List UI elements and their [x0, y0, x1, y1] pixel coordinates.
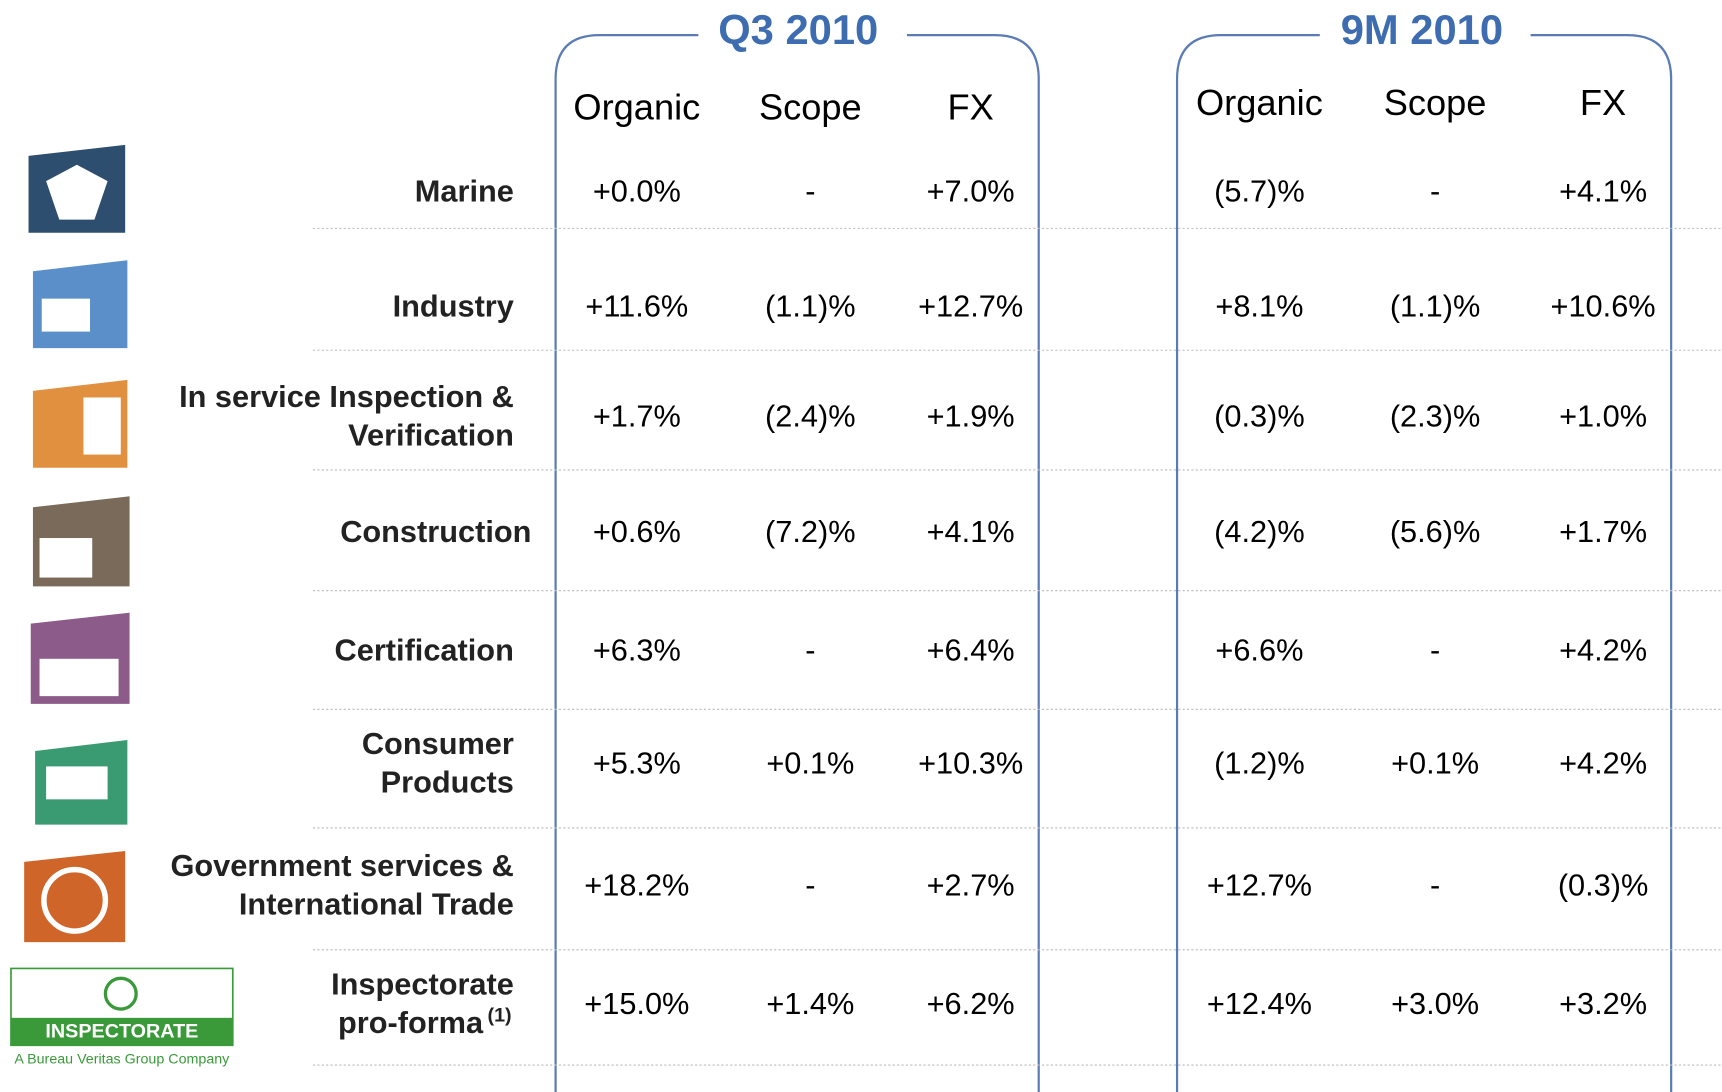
cell-value: +18.2% [584, 867, 689, 902]
cell-value: - [805, 632, 815, 667]
cert-glyph [39, 658, 119, 697]
cell-value: +5.3% [593, 745, 681, 780]
cell-value: +0.0% [593, 173, 681, 208]
cell-value: +8.1% [1215, 289, 1303, 324]
cell-value: +4.1% [1559, 173, 1647, 208]
crane-glyph [39, 538, 93, 578]
cell-value: +3.2% [1559, 986, 1647, 1021]
row-label: Construction [340, 514, 531, 549]
row-label: Products [381, 765, 514, 800]
cell-value: +1.4% [766, 986, 854, 1021]
content: INSPECTORATE A Bureau Veritas Group Comp… [10, 6, 1722, 1092]
row-label: Marine [415, 173, 514, 208]
cell-value: (5.6)% [1390, 514, 1481, 549]
cell-value: - [805, 173, 815, 208]
cell-value: +12.7% [1207, 867, 1312, 902]
cell-value: - [1430, 173, 1440, 208]
ship-glyph [46, 164, 108, 220]
column-header: FX [947, 86, 993, 127]
cell-value: +4.2% [1559, 745, 1647, 780]
cell-value: +1.7% [593, 398, 681, 433]
logo-band [10, 1017, 233, 1046]
cell-value: (0.3)% [1558, 867, 1649, 902]
cell-value: (5.7)% [1214, 173, 1305, 208]
row-label: pro-forma [338, 1005, 484, 1040]
cell-value: - [1430, 867, 1440, 902]
cell-value: (7.2)% [765, 514, 856, 549]
icons [24, 144, 130, 943]
cell-value: +10.3% [918, 745, 1023, 780]
cell-value: (4.2)% [1214, 514, 1305, 549]
building-glyph [83, 397, 121, 455]
cell-value: +0.6% [593, 514, 681, 549]
cell-value: +12.4% [1207, 986, 1312, 1021]
cell-value: +10.6% [1551, 289, 1656, 324]
row-label: Consumer [362, 726, 514, 761]
cell-value: (1.1)% [765, 289, 856, 324]
logo-mark [103, 976, 138, 1011]
cell-value: +6.6% [1215, 632, 1303, 667]
column-header: Organic [1196, 82, 1323, 123]
cell-value: +2.7% [927, 867, 1015, 902]
row-label: International Trade [239, 887, 514, 922]
row-label: Industry [393, 289, 514, 324]
group-title: 9M 2010 [1341, 6, 1503, 53]
9m-frame [1175, 34, 1673, 1092]
cell-value: +3.0% [1391, 986, 1479, 1021]
cell-value: +7.0% [927, 173, 1015, 208]
row-label: Verification [348, 418, 514, 453]
cell-value: (0.3)% [1214, 398, 1305, 433]
cell-value: (1.1)% [1390, 289, 1481, 324]
cell-value: +0.1% [1391, 745, 1479, 780]
cart-glyph [46, 766, 108, 800]
cell-value: +6.2% [927, 986, 1015, 1021]
cell-value: +4.2% [1559, 632, 1647, 667]
cell-value: +1.0% [1559, 398, 1647, 433]
logo-name: INSPECTORATE [45, 1020, 198, 1042]
group-title: Q3 2010 [718, 6, 878, 53]
column-header: Scope [759, 86, 862, 127]
cell-value: - [805, 867, 815, 902]
q3-frame [554, 34, 1040, 1092]
cell-value: (2.4)% [765, 398, 856, 433]
factory-glyph [41, 298, 91, 332]
cell-value: +4.1% [927, 514, 1015, 549]
cell-value: +11.6% [585, 289, 688, 324]
cell-value: (2.3)% [1390, 398, 1481, 433]
row-label: In service Inspection & [179, 379, 514, 414]
cell-value: +15.0% [584, 986, 689, 1021]
row-label: Certification [335, 632, 514, 667]
inspectorate-logo: INSPECTORATE A Bureau Veritas Group Comp… [10, 967, 234, 1067]
logo-tagline: A Bureau Veritas Group Company [14, 1051, 230, 1067]
cell-value: +12.7% [918, 289, 1023, 324]
row-label: Government services & [170, 848, 513, 883]
row-label: Inspectorate [331, 967, 514, 1002]
footnote-marker: (1) [488, 1004, 512, 1026]
cell-value: +1.9% [927, 398, 1015, 433]
column-header: Scope [1384, 82, 1487, 123]
cell-value: +6.4% [927, 632, 1015, 667]
cell-value: - [1430, 632, 1440, 667]
cell-value: +0.1% [766, 745, 854, 780]
cell-value: (1.2)% [1214, 745, 1305, 780]
column-header: FX [1580, 82, 1626, 123]
globe-glyph [41, 866, 109, 934]
cell-value: +6.3% [593, 632, 681, 667]
cell-value: +1.7% [1559, 514, 1647, 549]
column-header: Organic [573, 86, 700, 127]
